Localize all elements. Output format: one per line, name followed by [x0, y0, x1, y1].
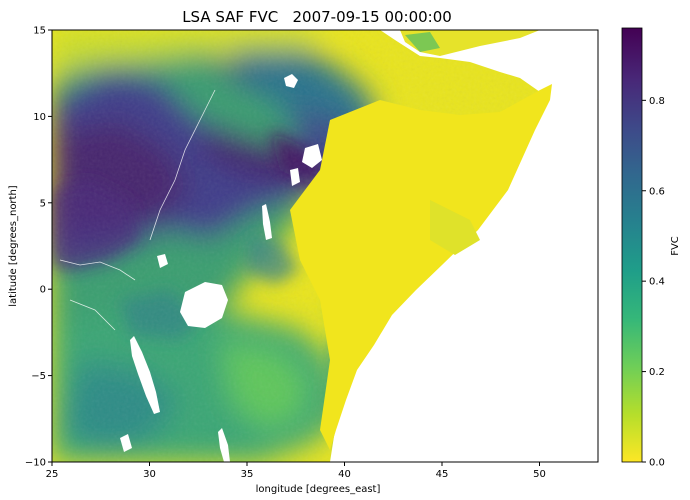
colorbar-ticks: 0.0 0.2 0.4 0.6 0.8: [642, 96, 665, 469]
x-tick-label: 35: [241, 469, 254, 480]
colorbar-tick-label: 0.6: [649, 186, 665, 197]
y-tick-label: −5: [31, 371, 46, 382]
x-tick-label: 40: [338, 469, 351, 480]
colorbar-tick-label: 0.4: [649, 277, 665, 288]
colorbar-gradient: [621, 27, 643, 463]
x-tick-label: 45: [436, 469, 449, 480]
x-axis-ticks: 25 30 35 40 45 50: [46, 462, 546, 480]
x-axis-label: longitude [degrees_east]: [256, 484, 381, 495]
colorbar-tick-label: 0.0: [649, 458, 665, 469]
fvc-map: [52, 30, 598, 462]
x-tick-label: 25: [46, 469, 59, 480]
y-tick-label: −10: [25, 458, 46, 469]
y-tick-label: 5: [40, 198, 46, 209]
y-axis-label: latitude [degrees_north]: [8, 185, 19, 307]
map-frame: [51, 29, 599, 463]
river-traces: [59, 89, 216, 331]
y-tick-label: 15: [33, 26, 46, 37]
chart-title: LSA SAF FVC 2007-09-15 00:00:00: [182, 8, 452, 26]
y-axis-ticks: −10 −5 0 5 10 15: [25, 26, 52, 469]
x-tick-label: 30: [143, 469, 156, 480]
colorbar-label: FVC: [670, 236, 681, 256]
x-tick-label: 50: [533, 469, 546, 480]
colorbar-tick-label: 0.2: [649, 367, 665, 378]
y-tick-label: 10: [33, 112, 46, 123]
water-mask: [120, 30, 598, 462]
y-tick-label: 0: [40, 285, 46, 296]
colorbar-tick-label: 0.8: [649, 96, 665, 107]
colorbar: 0.0 0.2 0.4 0.6 0.8 FVC: [621, 27, 681, 469]
